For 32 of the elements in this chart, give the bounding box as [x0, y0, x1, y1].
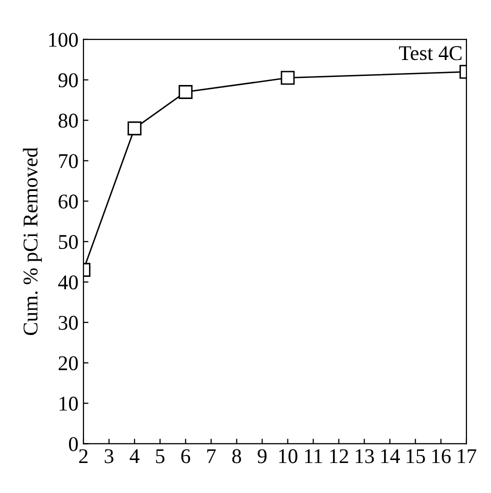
point — [280, 70, 295, 85]
x-tick-label: 6 — [181, 449, 190, 464]
x-tick-label: 13 — [356, 449, 374, 464]
x-tick-label: 14 — [381, 449, 400, 464]
x-tick-label: 9 — [258, 449, 267, 464]
y-axis-title: Cum. % pCi Removed — [22, 148, 42, 336]
x-tick-label: 12 — [330, 449, 348, 464]
y-tick-label: 10 — [60, 396, 78, 411]
x-tick-label: 7 — [207, 449, 216, 464]
x-tick-label: 10 — [279, 449, 298, 464]
x-tick-label: 11 — [305, 449, 322, 464]
y-tick-label: 70 — [59, 154, 78, 168]
y-tick-label: 0 — [68, 437, 78, 452]
x-tick-label: 4 — [130, 449, 140, 464]
y-tick-label: 100 — [49, 32, 78, 47]
y-tick-label: 20 — [58, 356, 78, 370]
y-tick-label: 40 — [58, 275, 78, 290]
x-tick-label: 17 — [458, 449, 476, 464]
chart-title: Test 4C — [399, 46, 462, 60]
x-tick-label: 3 — [104, 449, 114, 464]
y-tick-label: 50 — [58, 234, 78, 250]
y-tick-label: 60 — [58, 194, 78, 209]
x-tick-label: 8 — [232, 449, 242, 464]
y-tick-label: 30 — [58, 316, 78, 330]
y-tick-label: 80 — [58, 114, 78, 128]
x-tick-label: 15 — [406, 449, 425, 464]
x-tick-label: 16 — [432, 449, 451, 464]
x-tick-label: 2 — [79, 449, 88, 464]
y-tick-label: 90 — [58, 73, 78, 88]
x-tick-label: 5 — [156, 449, 164, 464]
point — [128, 121, 142, 136]
point — [178, 85, 193, 99]
